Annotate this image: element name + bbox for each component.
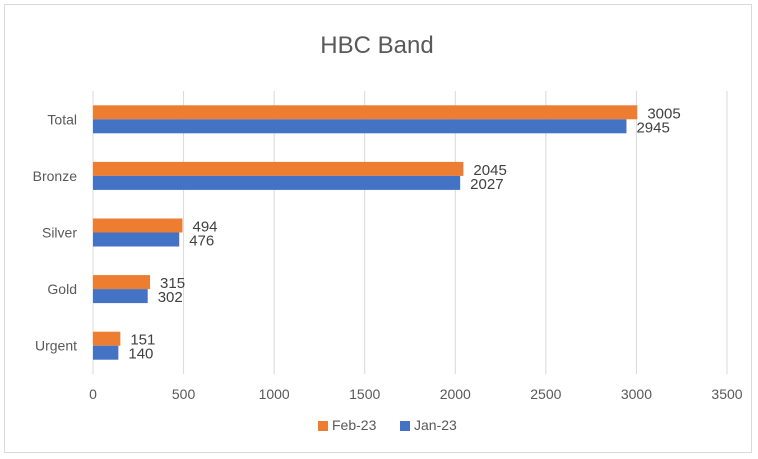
- data-label: 476: [189, 233, 214, 250]
- gridlines: [92, 91, 728, 374]
- data-label: 140: [128, 346, 153, 363]
- bar-feb-23-gold: [93, 275, 151, 290]
- x-tick-label: 500: [172, 386, 196, 402]
- data-label: 494: [192, 219, 217, 236]
- category-label: Silver: [42, 225, 77, 241]
- x-axis-ticks: 0 500 1000 1500 2000 2500 3000 3500: [89, 386, 743, 402]
- x-tick-label: 2000: [440, 386, 471, 402]
- data-label: 315: [160, 275, 185, 292]
- bar-jan-23-total: [93, 119, 627, 134]
- bar-jan-23-silver: [93, 232, 180, 247]
- data-label: 302: [158, 289, 183, 306]
- data-label: 151: [130, 332, 155, 349]
- data-label: 2945: [636, 119, 669, 136]
- category-label: Urgent: [35, 338, 77, 354]
- category-label: Gold: [47, 281, 77, 297]
- legend: Feb-23 Jan-23: [318, 417, 457, 433]
- bars: [93, 105, 638, 360]
- chart-area: HBC Band 3005 2945 2045 2027 494 476 315 302 151…: [4, 4, 752, 453]
- bar-jan-23-bronze: [93, 175, 461, 190]
- category-label: Bronze: [33, 168, 78, 184]
- x-tick-label: 1000: [259, 386, 290, 402]
- data-label: 3005: [647, 105, 680, 122]
- bar-feb-23-total: [93, 105, 638, 120]
- x-tick-label: 0: [89, 386, 97, 402]
- legend-label: Feb-23: [332, 417, 377, 433]
- x-tick-label: 1500: [349, 386, 380, 402]
- bar-feb-23-urgent: [93, 331, 121, 346]
- bar-jan-23-gold: [93, 289, 148, 304]
- bar-feb-23-bronze: [93, 161, 464, 176]
- x-tick-label: 2500: [530, 386, 561, 402]
- category-label: Total: [47, 111, 77, 127]
- legend-swatch-jan-23: [400, 421, 410, 431]
- bar-jan-23-urgent: [93, 345, 119, 360]
- bar-feb-23-silver: [93, 218, 183, 233]
- chart-title: HBC Band: [320, 32, 433, 59]
- x-tick-label: 3500: [711, 386, 742, 402]
- legend-label: Jan-23: [414, 417, 457, 433]
- data-label: 2027: [470, 176, 503, 193]
- x-tick-label: 3000: [621, 386, 652, 402]
- legend-swatch-feb-23: [318, 421, 328, 431]
- data-label: 2045: [473, 162, 506, 179]
- category-labels: Total Bronze Silver Gold Urgent: [33, 111, 78, 353]
